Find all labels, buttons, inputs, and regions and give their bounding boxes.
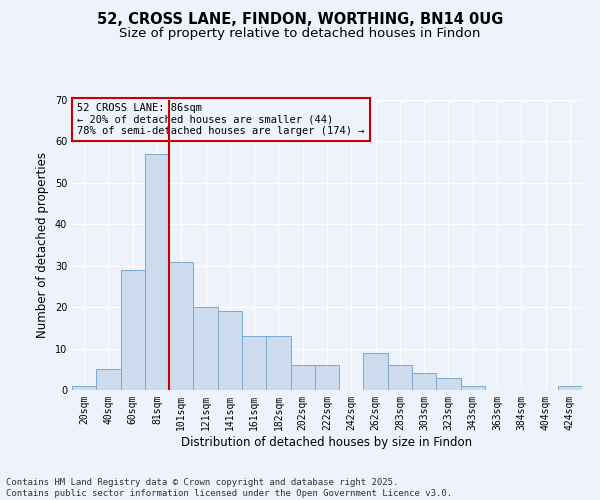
Bar	[388, 365, 412, 390]
Bar	[558, 386, 582, 390]
Text: Size of property relative to detached houses in Findon: Size of property relative to detached ho…	[119, 28, 481, 40]
X-axis label: Distribution of detached houses by size in Findon: Distribution of detached houses by size …	[181, 436, 473, 448]
Text: Contains HM Land Registry data © Crown copyright and database right 2025.
Contai: Contains HM Land Registry data © Crown c…	[6, 478, 452, 498]
Bar	[169, 262, 193, 390]
Bar	[315, 365, 339, 390]
Text: 52, CROSS LANE, FINDON, WORTHING, BN14 0UG: 52, CROSS LANE, FINDON, WORTHING, BN14 0…	[97, 12, 503, 28]
Y-axis label: Number of detached properties: Number of detached properties	[36, 152, 49, 338]
Bar	[218, 312, 242, 390]
Bar	[412, 374, 436, 390]
Bar	[364, 352, 388, 390]
Text: 52 CROSS LANE: 86sqm
← 20% of detached houses are smaller (44)
78% of semi-detac: 52 CROSS LANE: 86sqm ← 20% of detached h…	[77, 103, 365, 136]
Bar	[461, 386, 485, 390]
Bar	[121, 270, 145, 390]
Bar	[193, 307, 218, 390]
Bar	[436, 378, 461, 390]
Bar	[96, 370, 121, 390]
Bar	[145, 154, 169, 390]
Bar	[72, 386, 96, 390]
Bar	[290, 365, 315, 390]
Bar	[242, 336, 266, 390]
Bar	[266, 336, 290, 390]
